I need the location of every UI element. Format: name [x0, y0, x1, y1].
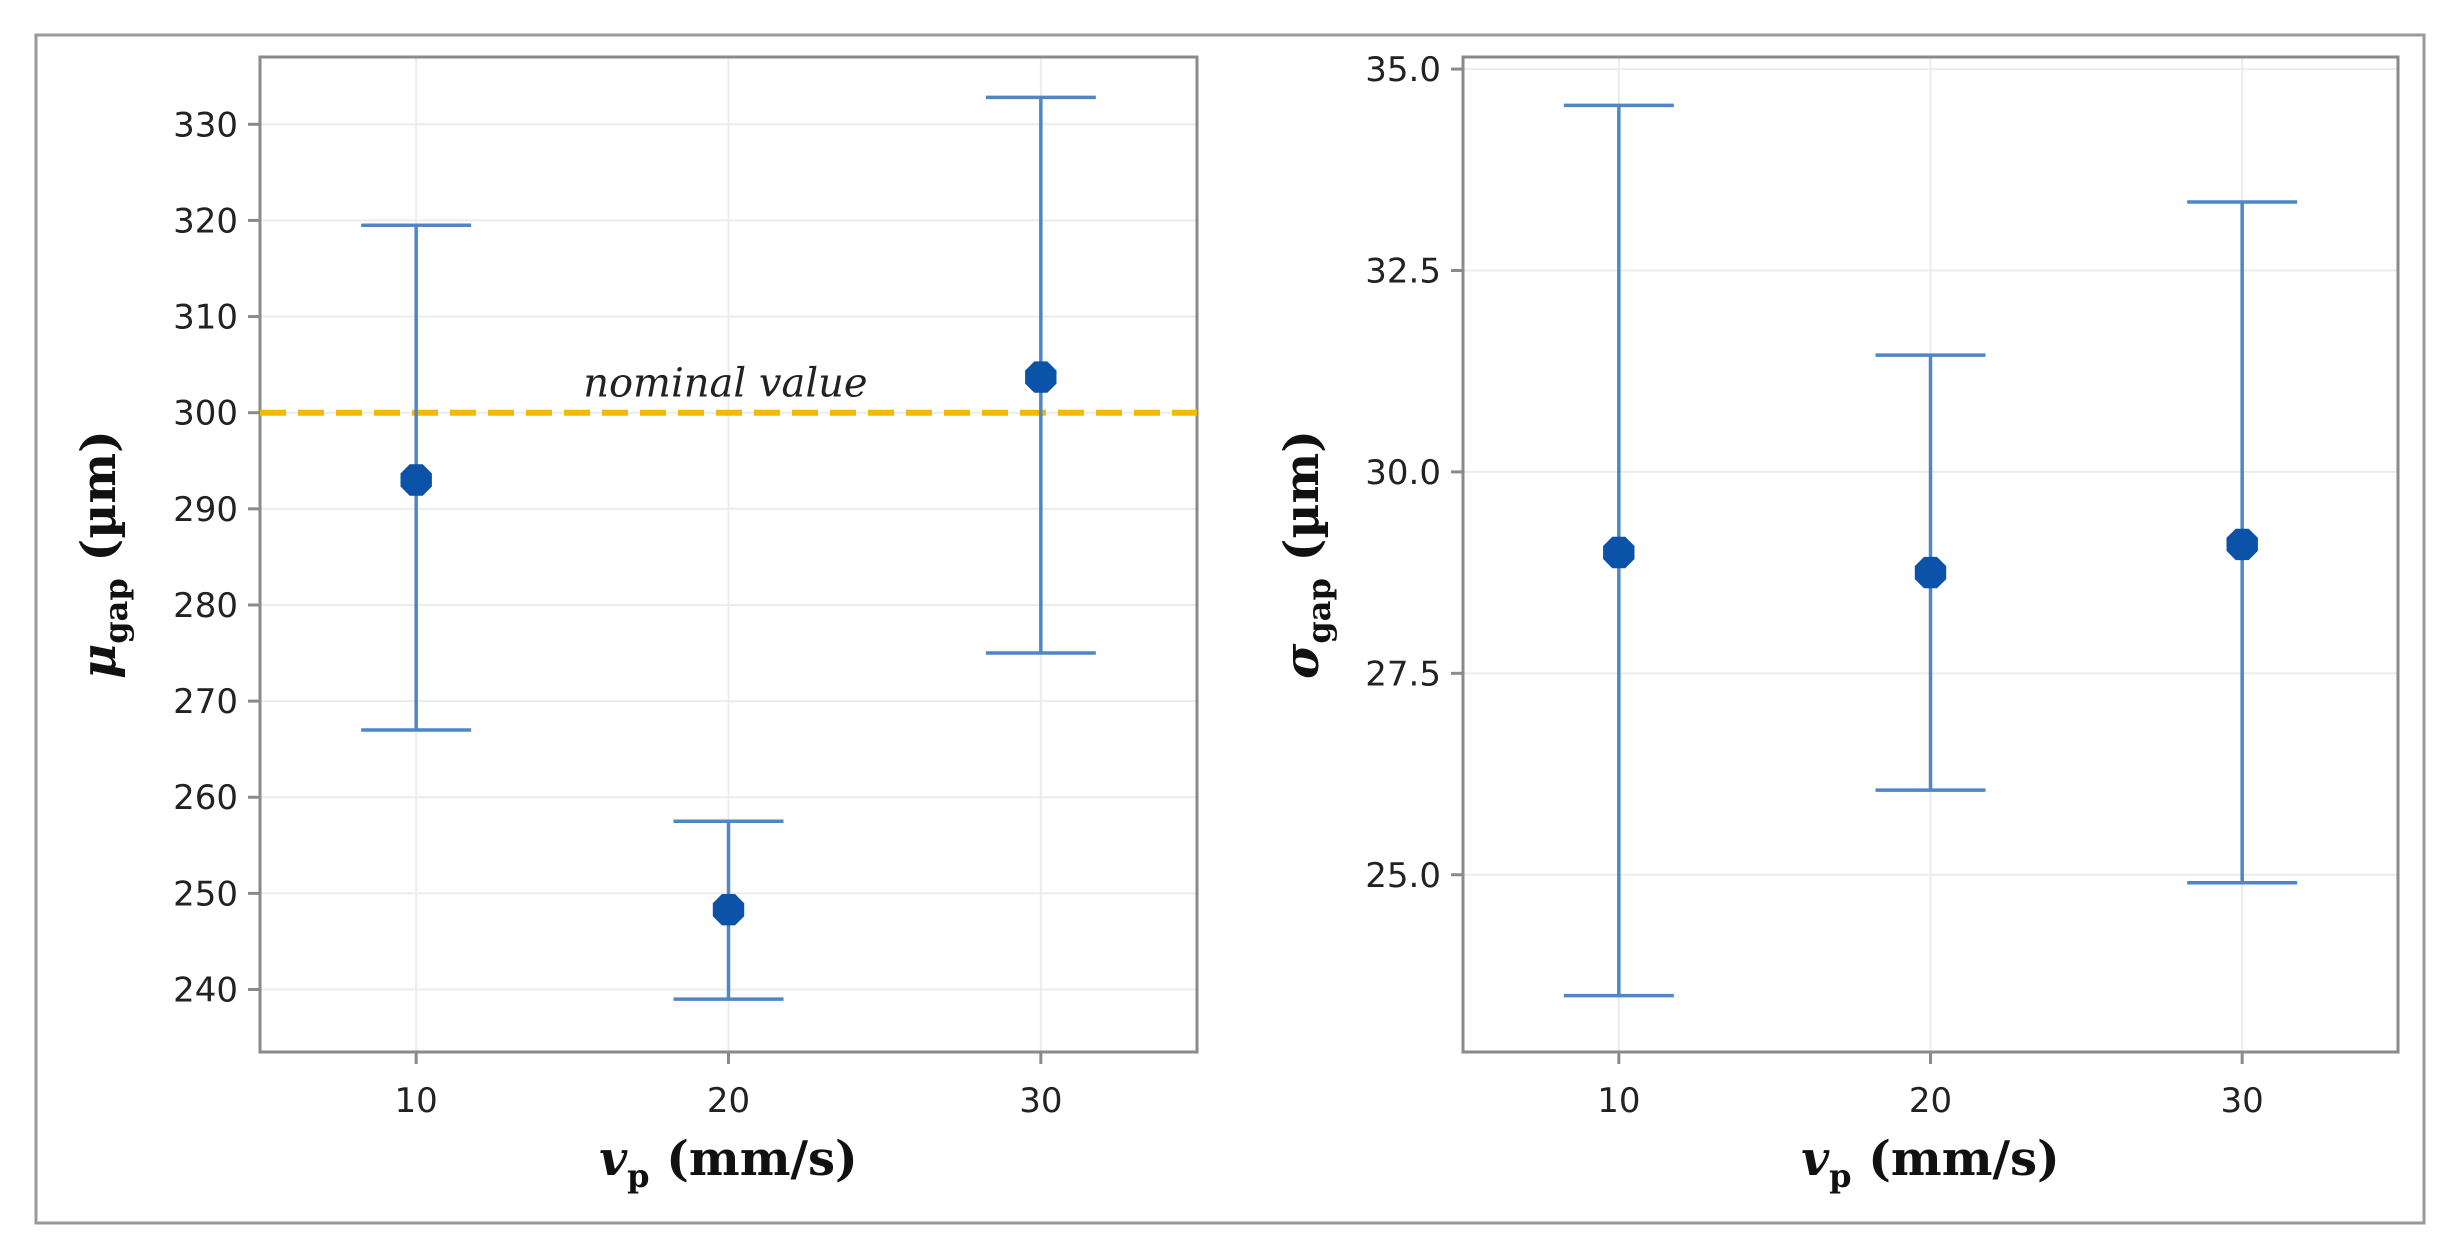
data-point-marker [1914, 556, 1947, 589]
y-tick-label: 280 [173, 586, 238, 626]
x-axis-label-unit: (mm/s) [650, 1131, 858, 1187]
y-axis-label-unit: (µm) [71, 430, 127, 578]
y-axis-label-unit: (µm) [1274, 430, 1330, 578]
x-tick-label: 30 [1019, 1081, 1062, 1121]
x-axis-label-symbol: v [599, 1131, 628, 1187]
y-axis-label-symbol: σ [1274, 643, 1330, 679]
x-axis-label: vp (mm/s) [599, 1131, 858, 1195]
data-point-marker [2226, 528, 2258, 561]
y-tick-label: 320 [173, 201, 238, 241]
x-axis-label: vp (mm/s) [1801, 1131, 2060, 1195]
data-point-marker [1603, 536, 1635, 569]
data-point-marker [400, 464, 432, 496]
data-point-marker [712, 894, 745, 926]
y-axis-label-subscript: gap [1300, 578, 1338, 643]
y-tick-label: 30.0 [1365, 453, 1441, 493]
chart-std-gap: 25.0 27.5 30.0 32.5 35.0 10 20 30 vp (mm/s) σgap … [1274, 50, 2400, 1195]
y-tick-label: 300 [173, 394, 238, 434]
x-tick-label: 30 [2221, 1081, 2264, 1121]
chart-mean-gap: 240 250 260 270 280 290 300 310 320 330 10 20 30 nomi… [71, 55, 1199, 1195]
x-axis-label-unit: (mm/s) [1852, 1131, 2060, 1187]
y-tick-label: 240 [173, 971, 238, 1011]
x-tick-label: 20 [707, 1081, 750, 1121]
y-tick-label: 290 [173, 490, 238, 530]
data-point-marker [1025, 361, 1057, 393]
y-tick-label: 260 [173, 778, 238, 818]
y-axis-label: μgap (µm) [71, 430, 135, 679]
y-axis-label: σgap (µm) [1274, 430, 1338, 679]
y-tick-label: 250 [173, 874, 238, 914]
y-tick-label: 27.5 [1365, 654, 1441, 694]
y-tick-label: 32.5 [1365, 252, 1441, 292]
x-axis-label-subscript: p [627, 1157, 649, 1195]
x-axis-label-symbol: v [1801, 1131, 1830, 1187]
nominal-value-annotation: nominal value [583, 361, 867, 407]
y-tick-label: 330 [173, 105, 238, 145]
x-tick-label: 20 [1909, 1081, 1952, 1121]
x-tick-label: 10 [1597, 1081, 1640, 1121]
y-tick-label: 270 [173, 682, 238, 722]
y-tick-label: 310 [173, 298, 238, 338]
y-tick-label: 25.0 [1365, 856, 1441, 896]
x-tick-label: 10 [395, 1081, 438, 1121]
y-axis-label-subscript: gap [97, 578, 135, 643]
y-axis-label-symbol: μ [71, 644, 127, 679]
x-axis-label-subscript: p [1829, 1157, 1851, 1195]
y-tick-label: 35.0 [1365, 50, 1441, 90]
